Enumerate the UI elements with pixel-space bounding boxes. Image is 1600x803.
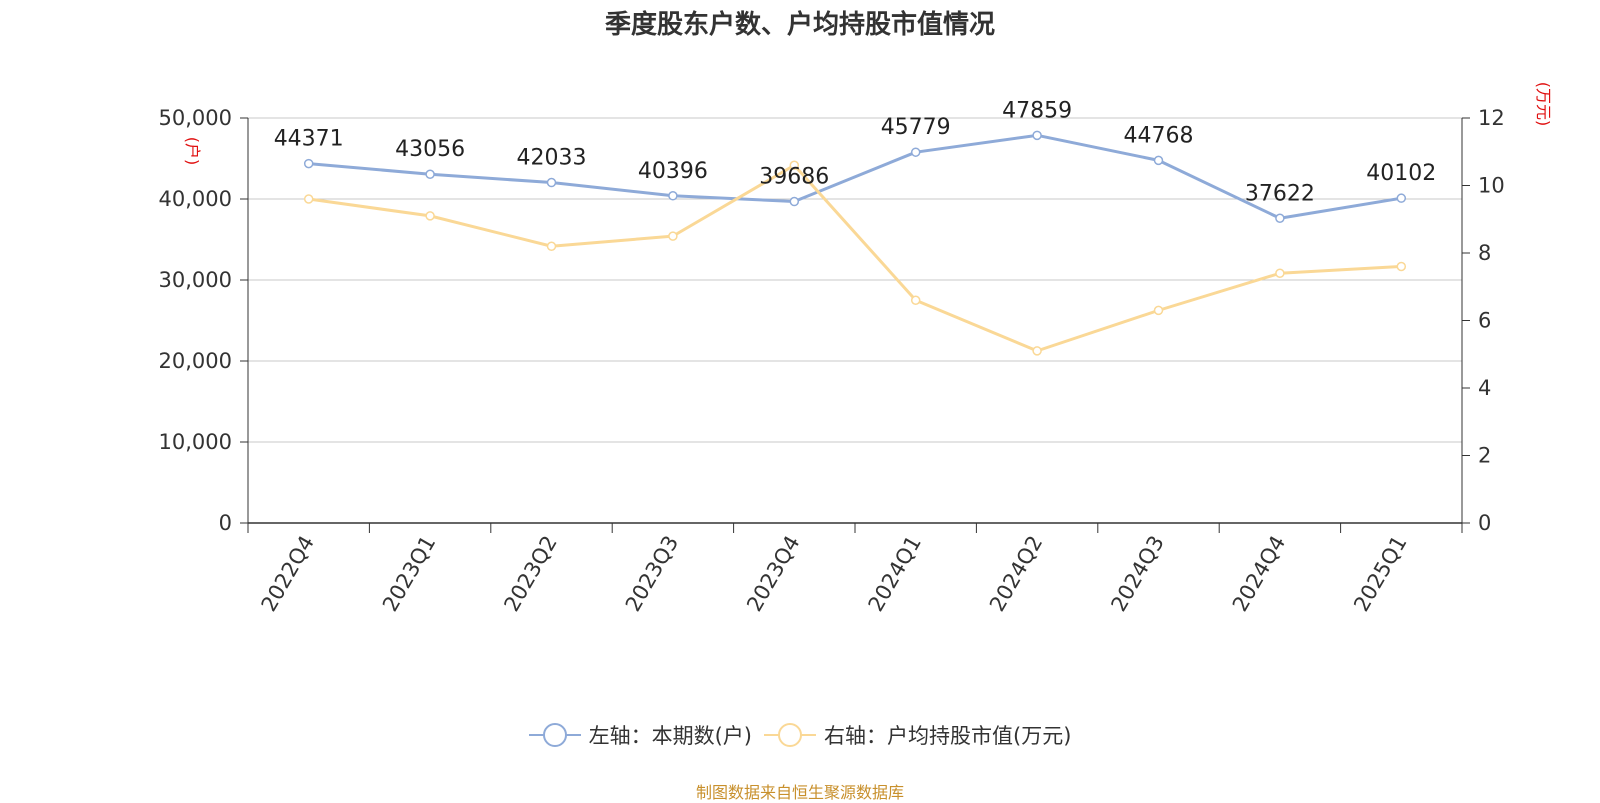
x-tick-label: 2022Q4	[257, 532, 319, 616]
data-point-left	[303, 158, 314, 169]
source-note: 制图数据来自恒生聚源数据库	[695, 783, 904, 802]
data-label: 39686	[759, 165, 829, 190]
y-right-tick-label: 12	[1478, 106, 1505, 130]
y-right-tick-label: 0	[1478, 511, 1491, 535]
data-point-right	[425, 211, 435, 221]
data-label: 45779	[881, 115, 951, 140]
data-point-right	[1396, 261, 1407, 272]
data-point-left	[546, 177, 557, 188]
y-left-tick-label: 20,000	[159, 349, 232, 373]
y-left-tick-label: 30,000	[159, 268, 232, 292]
x-tick-label: 2025Q1	[1349, 532, 1411, 616]
data-point-right	[1153, 305, 1164, 316]
data-label: 44371	[274, 127, 344, 152]
y-right-tick-label: 10	[1478, 174, 1505, 198]
data-point-left	[1396, 193, 1407, 203]
y-right-axis-label: (万元)	[1534, 82, 1553, 127]
series-line-right	[308, 163, 1402, 353]
x-tick-label: 2024Q1	[864, 532, 926, 616]
y-right-tick-label: 2	[1478, 444, 1491, 468]
y-right-tick-label: 8	[1478, 241, 1491, 265]
y-left-tick-label: 50,000	[159, 106, 232, 130]
data-point-right	[303, 194, 314, 204]
data-label: 44768	[1124, 123, 1194, 148]
chart-legend: 左轴：本期数(户) 右轴：户均持股市值(万元)	[0, 720, 1600, 750]
y-left-tick-label: 0	[219, 511, 232, 535]
legend-item-left-series[interactable]: 左轴：本期数(户)	[528, 720, 752, 750]
data-point-left	[425, 169, 435, 179]
x-tick-label: 2024Q3	[1106, 532, 1168, 616]
y-left-tick-label: 40,000	[159, 187, 232, 211]
data-point-left	[910, 147, 921, 157]
data-label: 40102	[1366, 161, 1436, 186]
legend-label-right-series: 右轴：户均持股市值(万元)	[824, 724, 1072, 748]
y-right-tick-label: 6	[1478, 309, 1491, 333]
data-point-left	[668, 191, 678, 201]
data-point-left	[789, 196, 800, 207]
data-point-right	[546, 241, 557, 251]
x-tick-label: 2023Q3	[621, 532, 683, 616]
data-point-left	[1153, 155, 1164, 166]
data-label: 42033	[517, 146, 587, 171]
x-tick-label: 2023Q2	[499, 532, 561, 616]
y-left-tick-label: 10,000	[159, 430, 232, 454]
data-point-left	[1032, 130, 1042, 141]
data-point-right	[789, 160, 800, 170]
data-label: 47859	[1002, 98, 1072, 123]
data-label: 37622	[1245, 181, 1315, 206]
x-tick-label: 2024Q4	[1228, 532, 1290, 616]
x-tick-label: 2023Q4	[742, 532, 804, 616]
data-point-left	[1275, 213, 1285, 224]
legend-marker-icon	[764, 723, 816, 747]
x-tick-label: 2024Q2	[985, 532, 1047, 616]
x-tick-label: 2023Q1	[378, 532, 440, 616]
legend-label-left-series: 左轴：本期数(户)	[588, 724, 752, 748]
data-point-right	[1275, 268, 1285, 278]
y-left-axis-label: (户)	[183, 137, 202, 166]
data-label: 40396	[638, 159, 708, 184]
data-point-right	[1032, 346, 1042, 356]
data-point-right	[910, 295, 921, 305]
chart-title: 季度股东户数、户均持股市值情况	[604, 10, 995, 40]
y-right-tick-label: 4	[1478, 376, 1491, 400]
data-point-right	[668, 231, 678, 241]
data-label: 43056	[395, 137, 465, 162]
legend-marker-icon	[528, 723, 581, 747]
series-line-left	[308, 133, 1402, 220]
legend-item-right-series[interactable]: 右轴：户均持股市值(万元)	[764, 720, 1071, 750]
